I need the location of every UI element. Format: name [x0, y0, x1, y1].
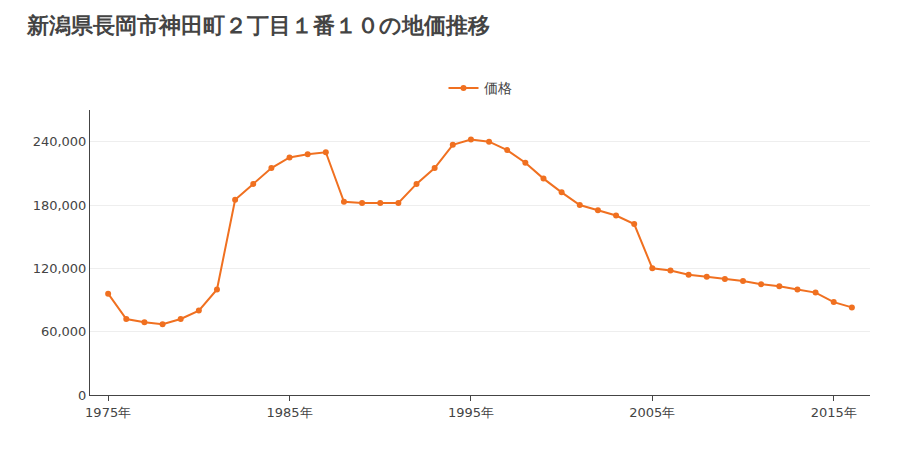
- svg-text:120,000: 120,000: [33, 261, 87, 276]
- svg-text:1995年: 1995年: [448, 405, 494, 420]
- svg-text:2015年: 2015年: [811, 405, 857, 420]
- svg-text:2005年: 2005年: [629, 405, 675, 420]
- svg-text:1985年: 1985年: [266, 405, 312, 420]
- svg-text:180,000: 180,000: [33, 198, 87, 213]
- svg-text:価格: 価格: [484, 80, 512, 96]
- svg-text:240,000: 240,000: [33, 134, 87, 149]
- svg-text:1975年: 1975年: [85, 405, 131, 420]
- svg-text:60,000: 60,000: [41, 324, 87, 339]
- svg-text:新潟県長岡市神田町２丁目１番１０の地価推移: 新潟県長岡市神田町２丁目１番１０の地価推移: [26, 13, 490, 38]
- svg-text:0: 0: [78, 388, 86, 403]
